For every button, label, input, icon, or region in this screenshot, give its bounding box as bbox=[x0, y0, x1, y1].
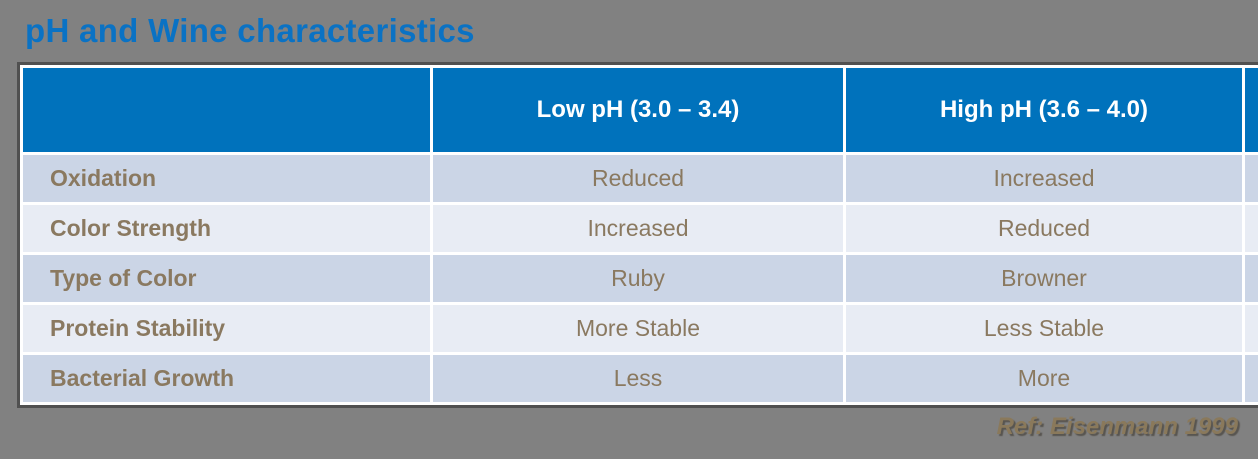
row-oxidation-high-value: Increased bbox=[846, 155, 1242, 202]
row-type-of-color-low-value: Ruby bbox=[433, 255, 843, 302]
row-color-strength-low-value: Increased bbox=[433, 205, 843, 252]
page-title: pH and Wine characteristics bbox=[25, 12, 475, 49]
header-cell-low-ph: Low pH (3.0 – 3.4) bbox=[433, 68, 843, 152]
row-color-strength-high-value: Reduced bbox=[846, 205, 1242, 252]
row-label-type-of-color: Type of Color bbox=[23, 255, 430, 302]
row-color-strength-clipped-cell bbox=[1245, 205, 1258, 252]
row-label-bacterial-growth: Bacterial Growth bbox=[23, 355, 430, 402]
row-protein-stability-high-value: Less Stable bbox=[846, 305, 1242, 352]
table-grid: Low pH (3.0 – 3.4) High pH (3.6 – 4.0) O… bbox=[20, 65, 1258, 405]
row-bacterial-growth-low-value: Less bbox=[433, 355, 843, 402]
row-label-protein-stability: Protein Stability bbox=[23, 305, 430, 352]
row-bacterial-growth-high-value: More bbox=[846, 355, 1242, 402]
row-protein-stability-low-value: More Stable bbox=[433, 305, 843, 352]
row-label-color-strength: Color Strength bbox=[23, 205, 430, 252]
header-cell-clipped bbox=[1245, 68, 1258, 152]
row-protein-stability-clipped-cell bbox=[1245, 305, 1258, 352]
ph-characteristics-table: Low pH (3.0 – 3.4) High pH (3.6 – 4.0) O… bbox=[17, 62, 1258, 408]
row-bacterial-growth-clipped-cell bbox=[1245, 355, 1258, 402]
row-oxidation-clipped-cell bbox=[1245, 155, 1258, 202]
row-oxidation-low-value: Reduced bbox=[433, 155, 843, 202]
header-cell-high-ph: High pH (3.6 – 4.0) bbox=[846, 68, 1242, 152]
row-label-oxidation: Oxidation bbox=[23, 155, 430, 202]
reference-credit: Ref: Eisenmann 1999 bbox=[996, 413, 1238, 440]
row-type-of-color-clipped-cell bbox=[1245, 255, 1258, 302]
row-type-of-color-high-value: Browner bbox=[846, 255, 1242, 302]
header-cell-empty bbox=[23, 68, 430, 152]
